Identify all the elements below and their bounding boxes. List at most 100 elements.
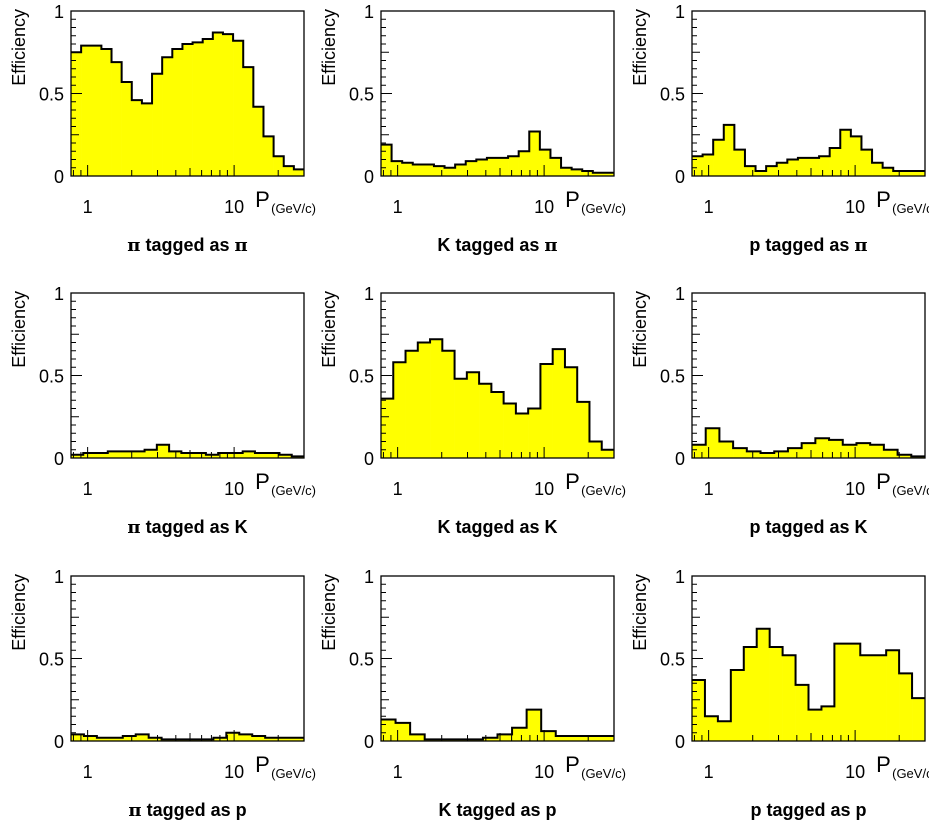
bar <box>834 643 848 741</box>
x-tick-label: 1 <box>83 762 93 782</box>
x-axis-title: P <box>876 187 891 212</box>
bar <box>410 734 425 741</box>
y-tick-label: 0 <box>675 732 685 752</box>
y-ticks <box>381 575 392 742</box>
bar <box>278 737 292 741</box>
x-axis-title: P <box>565 752 580 777</box>
panel-1: 0 0.5 1 Efficiency 1 10 P (GeV/c) π tagged as π <box>9 2 316 256</box>
y-tick-label: 1 <box>675 567 685 587</box>
bar <box>202 39 214 176</box>
histogram-outline <box>71 443 304 458</box>
bar <box>797 157 809 176</box>
y-tick-label: 1 <box>364 2 374 22</box>
bar <box>95 453 109 458</box>
bar <box>723 124 735 176</box>
bar <box>192 42 203 176</box>
bar <box>497 157 509 176</box>
bar <box>381 144 392 176</box>
histogram-outline <box>381 130 614 174</box>
bar <box>808 157 820 176</box>
bar <box>717 721 732 741</box>
panel-caption: p tagged as p <box>750 800 866 820</box>
bar <box>883 449 898 458</box>
bar <box>756 628 770 741</box>
bar <box>508 156 519 176</box>
histogram-outline <box>692 627 925 723</box>
x-tick-label: 1 <box>704 197 714 217</box>
bar <box>503 403 517 458</box>
panel-caption: p tagged as K <box>749 517 867 537</box>
bar <box>193 453 207 458</box>
bar <box>381 398 394 458</box>
bar <box>540 363 553 458</box>
plot-frame <box>380 292 615 459</box>
bar <box>71 454 84 458</box>
y-tick-label: 0 <box>675 449 685 469</box>
bar <box>570 736 586 741</box>
y-tick-label: 1 <box>364 567 374 587</box>
bar <box>279 454 293 458</box>
x-tick-label: 10 <box>534 762 554 782</box>
x-axis-unit: (GeV/c) <box>271 483 316 498</box>
bar <box>239 734 253 741</box>
bar <box>479 383 492 458</box>
bar <box>819 156 830 176</box>
y-tick-label: 0 <box>364 167 374 187</box>
bar <box>555 736 571 741</box>
y-tick-label: 0.5 <box>660 85 685 105</box>
bar <box>526 709 542 741</box>
bar <box>601 449 615 458</box>
bar <box>226 732 240 741</box>
bar <box>205 454 219 458</box>
bar <box>442 350 455 458</box>
bar <box>156 444 170 458</box>
x-axis-title: P <box>255 752 270 777</box>
x-axis-unit: (GeV/c) <box>892 483 929 498</box>
plot-frame <box>70 575 305 742</box>
bar <box>218 453 231 458</box>
bar <box>755 171 767 176</box>
bar <box>760 453 775 458</box>
y-tick-label: 0.5 <box>349 650 374 670</box>
panel-3: 0 0.5 1 Efficiency 1 10 P(GeV/c) p tagged as π <box>630 2 929 256</box>
bar <box>491 392 504 458</box>
histogram-outline <box>692 427 925 458</box>
histogram-outline <box>381 708 614 741</box>
y-ticks <box>71 292 82 459</box>
y-axis-title: Efficiency <box>9 291 29 368</box>
bar <box>107 451 121 458</box>
bar <box>162 57 173 177</box>
x-tick-label: 10 <box>534 479 554 499</box>
bar <box>882 167 894 176</box>
histogram-outline <box>692 123 925 173</box>
bar <box>391 161 403 176</box>
bar <box>265 737 279 741</box>
y-ticks <box>692 10 703 177</box>
x-tick-label: 10 <box>845 762 865 782</box>
bar <box>746 451 761 458</box>
bar <box>497 734 513 741</box>
bar <box>71 734 85 741</box>
x-axis-unit: (GeV/c) <box>581 201 626 216</box>
panel-6: 0 0.5 1 Efficiency 1 10 P(GeV/c) p tagged as K <box>630 284 929 537</box>
bar <box>782 655 796 741</box>
x-axis-title: P <box>565 469 580 494</box>
bar <box>152 73 163 176</box>
bar <box>181 453 194 458</box>
y-ticks <box>381 292 392 459</box>
bar <box>132 451 145 458</box>
bar <box>101 48 112 177</box>
y-tick-label: 0 <box>675 167 685 187</box>
x-tick-label: 10 <box>224 762 244 782</box>
x-tick-label: 1 <box>393 762 403 782</box>
x-tick-label: 10 <box>845 479 865 499</box>
bar <box>81 45 92 177</box>
x-axis-unit: (GeV/c) <box>581 483 626 498</box>
y-ticks <box>71 575 82 742</box>
panel-5: 0 0.5 1 Efficiency 1 10 P (GeV/c) K tagged as K <box>319 284 626 537</box>
bar <box>743 646 758 741</box>
bar <box>83 736 98 741</box>
x-axis-unit: (GeV/c) <box>271 201 316 216</box>
panel-caption: K tagged as p <box>438 800 556 820</box>
